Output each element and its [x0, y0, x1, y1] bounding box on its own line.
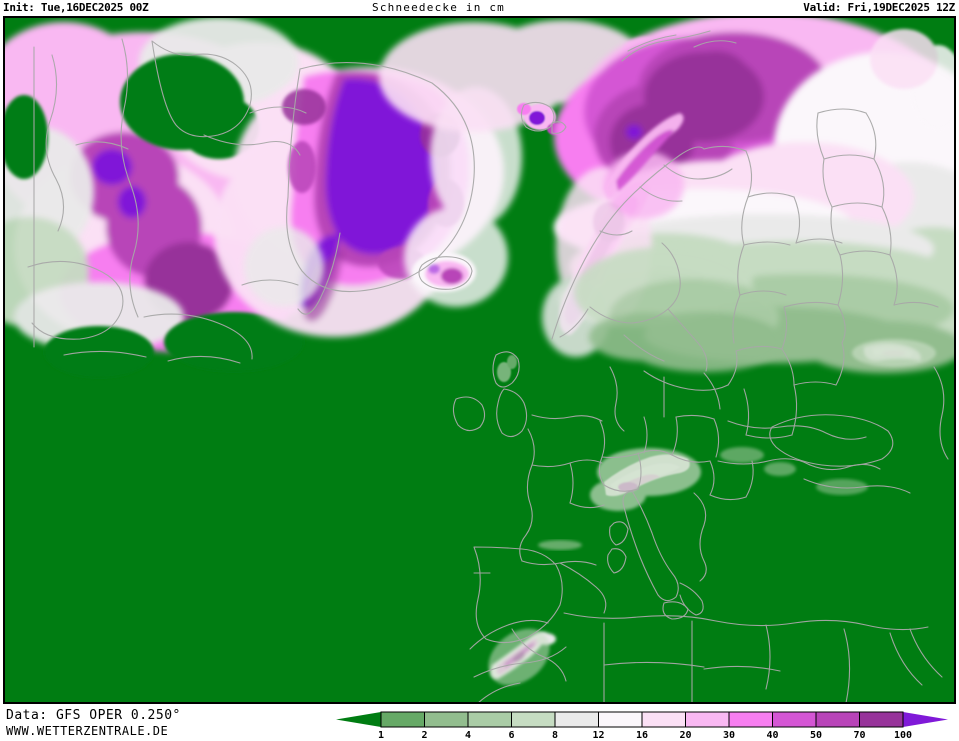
colorbar-swatch — [468, 712, 512, 727]
colorbar-swatch — [555, 712, 599, 727]
colorbar-swatch — [772, 712, 816, 727]
colorbar-tick-label: 2 — [421, 730, 427, 741]
colorbar-tick-label: 1 — [378, 730, 384, 741]
colorbar-tick-label: 20 — [679, 730, 691, 741]
colorbar-swatch — [816, 712, 860, 727]
colorbar-tick-label: 30 — [723, 730, 735, 741]
colorbar-tick-labels: 1 2 4 6 8 12 16 20 30 40 50 70 100 — [378, 730, 912, 741]
colorbar-tick-label: 70 — [853, 730, 865, 741]
map-header: Init: Tue,16DEC2025 00Z Schneedecke in c… — [0, 0, 959, 16]
colorbar-tick-label: 16 — [636, 730, 648, 741]
colorbar-legend[interactable]: 1 2 4 6 8 12 16 20 30 40 50 70 100 — [336, 711, 948, 741]
colorbar-swatch — [424, 712, 468, 727]
snow-depth-field — [4, 17, 955, 686]
colorbar-swatch — [685, 712, 729, 727]
snow-depth-map[interactable] — [3, 16, 956, 704]
website-label: WWW.WETTERZENTRALE.DE — [6, 724, 169, 738]
page-title: Schneedecke in cm — [372, 1, 505, 14]
colorbar-swatch — [381, 712, 425, 727]
colorbar-tick-label: 12 — [592, 730, 604, 741]
colorbar-tick-label: 100 — [894, 730, 912, 741]
colorbar-ticks — [380, 711, 904, 728]
colorbar-swatch — [859, 712, 903, 727]
colorbar-swatch — [511, 712, 555, 727]
colorbar-svg: 1 2 4 6 8 12 16 20 30 40 50 70 100 — [336, 711, 948, 741]
init-time-label: Init: Tue,16DEC2025 00Z — [3, 1, 149, 14]
map-canvas — [4, 17, 955, 703]
colorbar-tick-label: 50 — [810, 730, 822, 741]
colorbar-swatch — [642, 712, 686, 727]
data-source-label: Data: GFS OPER 0.250° — [6, 708, 181, 723]
valid-time-label: Valid: Fri,19DEC2025 12Z — [803, 1, 955, 14]
colorbar-left-arrow — [336, 712, 381, 727]
colorbar-swatch — [729, 712, 773, 727]
colorbar-right-arrow — [903, 712, 948, 727]
colorbar-tick-label: 4 — [465, 730, 471, 741]
colorbar-tick-label: 8 — [552, 730, 558, 741]
colorbar-swatch — [598, 712, 642, 727]
map-frame — [4, 17, 955, 703]
colorbar-tick-label: 40 — [766, 730, 778, 741]
colorbar-swatches — [381, 712, 903, 727]
colorbar-arrows — [336, 712, 948, 727]
coastline-overlay — [27, 30, 949, 703]
colorbar-tick-label: 6 — [508, 730, 514, 741]
